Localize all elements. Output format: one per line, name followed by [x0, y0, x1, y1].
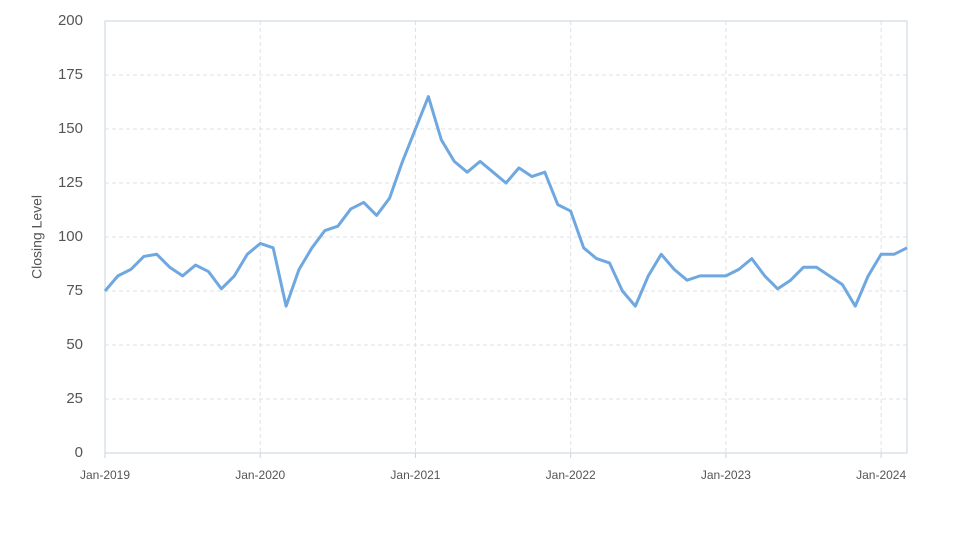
y-tick-label: 100	[58, 228, 83, 245]
y-tick-label: 200	[58, 12, 83, 29]
plot-border	[104, 20, 908, 454]
x-tick-label: Jan-2024	[856, 468, 906, 482]
y-tick-label: 75	[66, 282, 83, 299]
y-tick-label: 150	[58, 120, 83, 137]
x-tick-label: Jan-2022	[546, 468, 596, 482]
y-tick-label: 125	[58, 174, 83, 191]
y-tick-label: 175	[58, 66, 83, 83]
y-tick-label: 25	[66, 390, 83, 407]
y-axis-label: Closing Level	[29, 195, 45, 279]
x-tick-label: Jan-2021	[390, 468, 440, 482]
x-tick-label: Jan-2023	[701, 468, 751, 482]
x-tick-label: Jan-2019	[80, 468, 130, 482]
y-tick-label: 0	[75, 444, 83, 461]
series-line	[103, 95, 908, 308]
x-tick-label: Jan-2020	[235, 468, 285, 482]
y-tick-label: 50	[66, 336, 83, 353]
